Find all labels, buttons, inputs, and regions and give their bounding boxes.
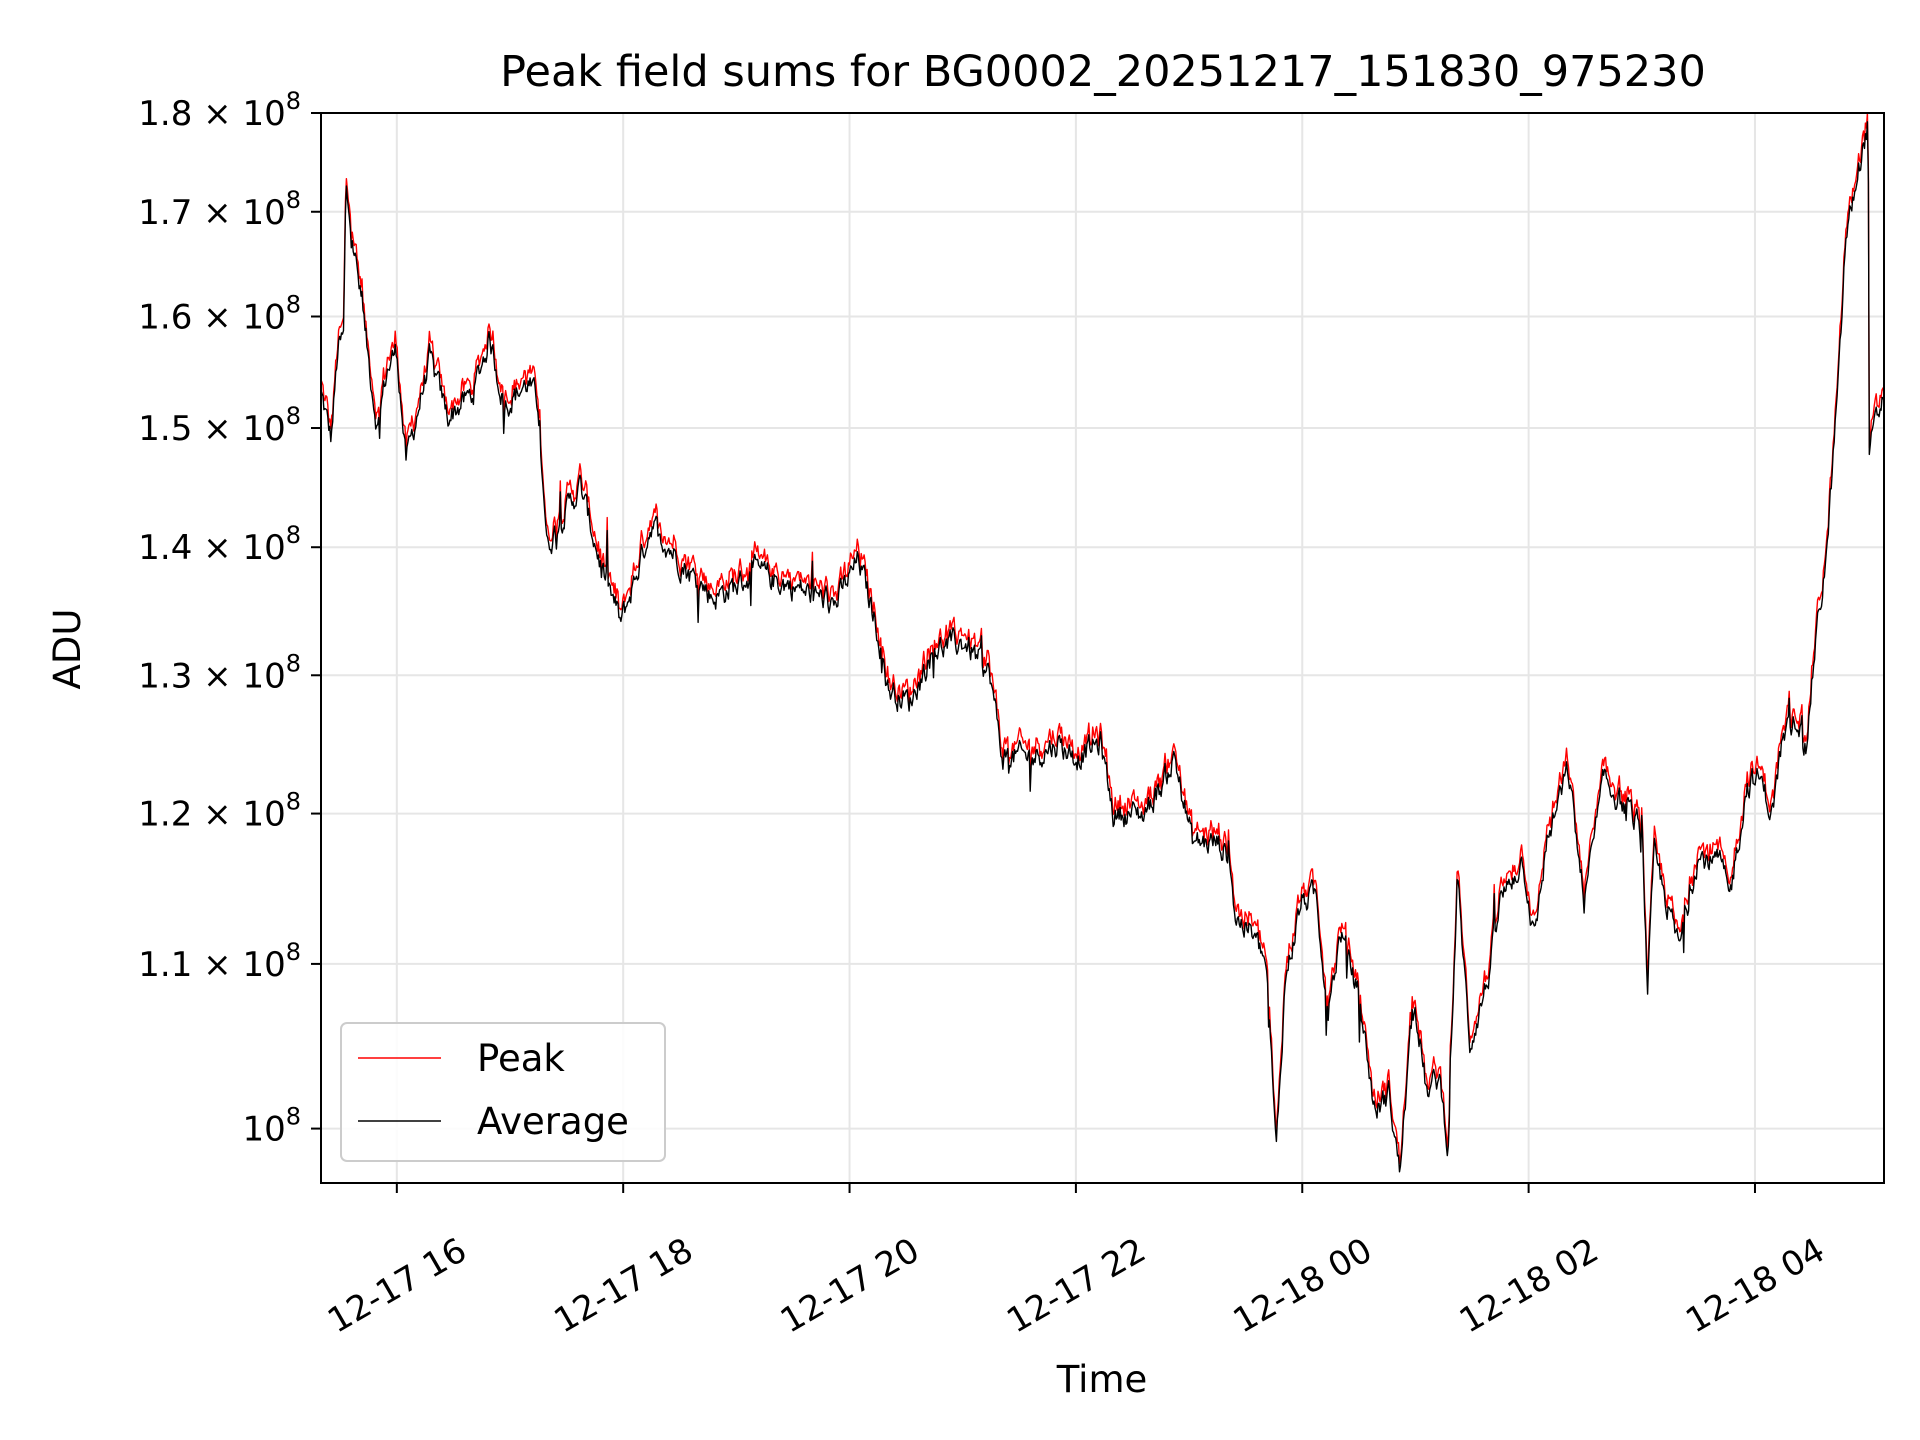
y-tick-label: 1.5 × 108: [138, 402, 301, 449]
plot-lines: [320, 112, 1885, 1173]
legend-peak-label: Peak: [477, 1037, 565, 1080]
series-line-average: [320, 121, 1885, 1173]
y-tick-label: 1.4 × 108: [138, 521, 301, 568]
y-tick-label: 1.7 × 108: [138, 186, 301, 233]
y-tick-label: 1.2 × 108: [138, 788, 301, 835]
y-tick-label: 1.1 × 108: [138, 938, 301, 985]
y-tick-label: 1.6 × 108: [138, 291, 301, 338]
y-axis-ticks: 108 1.1 × 108 1.2 × 108 1.3 × 108 1.4 × 108 1…: [138, 87, 321, 1150]
chart-title: Peak field sums for BG0002_20251217_1518…: [500, 47, 1706, 97]
legend: Peak Average: [340, 1022, 666, 1162]
y-tick-label: 108: [242, 1103, 301, 1150]
plot-frame: [320, 112, 1885, 1184]
y-axis-label: ADU: [46, 609, 89, 690]
grid: [321, 112, 1884, 1183]
legend-average-label: Average: [477, 1100, 629, 1143]
x-axis-label: Time: [1056, 1358, 1148, 1401]
y-tick-label: 1.3 × 108: [138, 649, 301, 696]
y-tick-label: 1.8 × 108: [138, 87, 301, 134]
